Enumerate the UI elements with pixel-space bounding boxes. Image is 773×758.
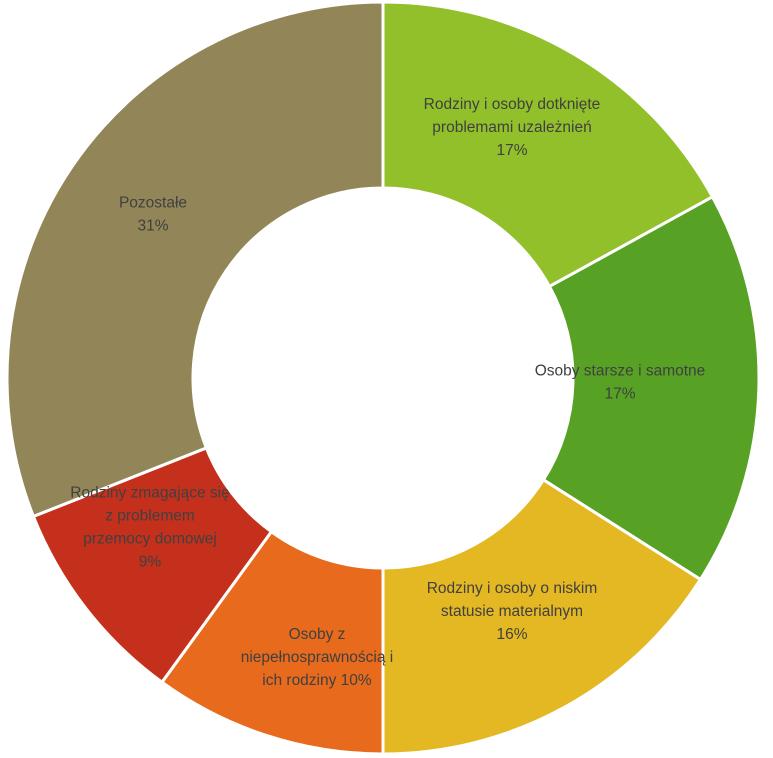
slice-percent: 31% — [137, 218, 168, 235]
slice-label-other: Pozostałe 31% — [119, 195, 187, 235]
slice-label-low-income: Rodziny i osoby o niskim statusie materia… — [427, 580, 598, 643]
slice-label-elderly: Osoby starsze i samotne 17% — [535, 363, 706, 403]
slice-percent: 17% — [604, 386, 635, 403]
slice-label-line: niepełnosprawnością i — [241, 649, 394, 666]
slice-label-line: przemocy domowej — [83, 531, 217, 548]
slice-label-addiction: Rodziny i osoby dotknięte problemami uzal… — [424, 96, 601, 159]
slice-label-line: ich rodziny 10% — [262, 672, 372, 689]
slice-percent: 9% — [139, 554, 162, 571]
slice-label-disability: Osoby z niepełnosprawnością i ich rodziny … — [241, 626, 394, 689]
slice-label-domestic-violence: Rodziny zmagające się z problemem przemocy… — [70, 485, 229, 571]
slices-layer — [5, 0, 761, 756]
slice-label-line: Rodziny zmagające się — [70, 485, 229, 502]
slice-label-line: Rodziny i osoby dotknięte — [424, 96, 601, 113]
labels-layer: Rodziny i osoby dotknięte problemami uzal… — [70, 96, 705, 689]
slice-label-line: Osoby starsze i samotne — [535, 363, 706, 380]
slice-label-line: Pozostałe — [119, 195, 187, 212]
slice-other — [5, 0, 385, 519]
slice-elderly — [541, 194, 761, 582]
slice-label-line: z problemem — [105, 508, 195, 525]
slice-label-line: Rodziny i osoby o niskim — [427, 580, 598, 597]
slice-label-line: problemami uzależnień — [432, 119, 591, 136]
slice-percent: 17% — [496, 142, 527, 159]
slice-low-income — [381, 477, 703, 756]
slice-addiction — [381, 0, 715, 289]
slice-label-line: statusie materialnym — [441, 603, 583, 620]
slice-label-line: Osoby z — [289, 626, 346, 643]
slice-percent: 16% — [496, 626, 527, 643]
